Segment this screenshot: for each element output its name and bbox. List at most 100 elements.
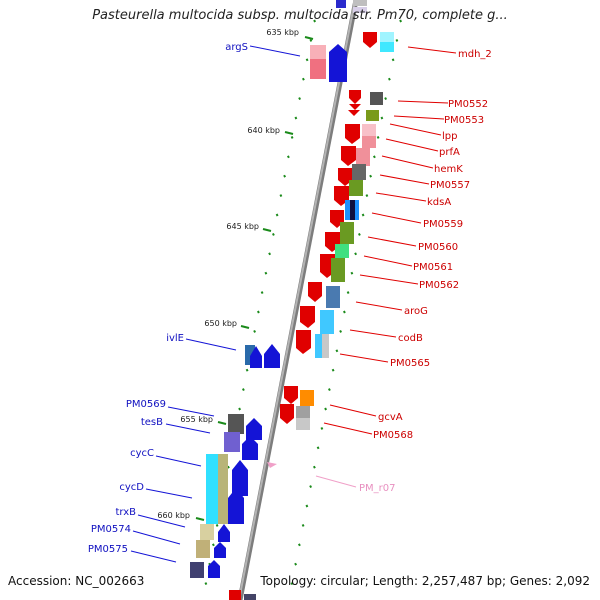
minor-tick	[302, 77, 305, 81]
minor-tick	[204, 582, 208, 586]
genome-backbone	[237, 0, 359, 600]
minor-tick	[358, 232, 361, 236]
minor-tick	[227, 465, 230, 469]
accession-text: Accession: NC_002663	[8, 574, 145, 588]
gene-PM0574	[214, 542, 226, 558]
gene-label: PM0557	[430, 180, 470, 191]
kbp-tick-635: 635 kbp	[266, 28, 314, 40]
minor-tick	[335, 349, 339, 353]
gene-label: argS	[225, 42, 248, 53]
minor-tick	[290, 582, 294, 586]
minor-tick	[275, 213, 279, 217]
kbp-tick-655: 655 kbp	[180, 415, 227, 425]
minor-tick	[253, 329, 256, 333]
gene-label: codB	[398, 333, 423, 344]
minor-tick	[376, 135, 380, 139]
minor-tick	[350, 271, 354, 275]
minor-tick	[290, 135, 294, 139]
minor-tick	[305, 58, 309, 62]
top-partial-features	[336, 0, 367, 13]
gene-label: cycD	[119, 482, 144, 493]
gene-tesB-cog	[224, 432, 240, 452]
gene-label: PM0562	[419, 280, 459, 291]
minor-tick	[257, 310, 260, 314]
gene-label: PM0560	[418, 242, 458, 253]
gene-PM0560-cog	[335, 244, 349, 258]
kbp-tick-label: 645 kbp	[226, 222, 259, 231]
minor-tick	[309, 38, 313, 42]
gene-label: cycC	[130, 448, 154, 459]
minor-tick	[320, 426, 324, 430]
minor-tick	[313, 19, 316, 23]
gene-label: aroG	[404, 306, 428, 317]
gene-label: PM0552	[448, 99, 488, 110]
minor-tick	[301, 523, 305, 527]
minor-tick	[384, 97, 387, 101]
minor-tick	[264, 271, 268, 275]
gene-cycC-cog	[206, 454, 218, 524]
gene-PM0559-cog	[340, 222, 354, 244]
gene-label: mdh_2	[458, 49, 492, 60]
gene-PM0575	[208, 560, 220, 578]
gene-label: PM0565	[390, 358, 430, 369]
minor-tick	[365, 194, 369, 198]
gene-lpp	[345, 124, 360, 144]
gene-label: PM0561	[413, 262, 453, 273]
minor-tick	[328, 388, 331, 392]
minor-tick	[395, 38, 399, 42]
forward-gene-labels: argS ivlE PM0569 tesB cycC cycD trxB PM0…	[88, 42, 248, 555]
gene-aroG	[300, 306, 315, 328]
map-title: Pasteurella multocida subsp. multocida s…	[92, 8, 508, 23]
gene-label: PM0569	[126, 399, 166, 410]
gene-aroG-cog	[326, 286, 340, 308]
kbp-tick-label: 660 kbp	[157, 511, 190, 520]
minor-tick	[373, 155, 376, 159]
gene-PM0552	[349, 90, 361, 104]
rna-PM_r07	[267, 462, 277, 468]
minor-tick	[268, 252, 271, 256]
rna-label: PM_r07	[359, 483, 396, 494]
gene-PM0574-cog	[196, 540, 210, 558]
kbp-tick-label: 650 kbp	[204, 319, 237, 328]
gene-PM0569-cog	[228, 414, 244, 434]
kbp-tick-640: 640 kbp	[247, 126, 294, 135]
gene-PM0562	[308, 282, 322, 302]
gene-cycC	[232, 460, 248, 496]
minor-tick	[272, 232, 275, 236]
minor-tick	[238, 407, 241, 411]
gene-PM0561-cog	[331, 258, 345, 282]
minor-tick	[212, 543, 215, 547]
gene-gcvA-cog	[300, 390, 314, 406]
label-leader-lines	[130, 45, 457, 563]
minor-tick	[331, 368, 335, 372]
forward-strand-genes	[190, 44, 347, 578]
minor-tick	[215, 523, 219, 527]
minor-tick	[380, 116, 384, 120]
kbp-scale: 635 kbp 640 kbp 645 kbp 650 kbp 655 kbp …	[157, 19, 402, 586]
reverse-gene-labels: mdh_2 PM0552 PM0553 lpp prfA hemK PM0557…	[373, 49, 492, 441]
gene-ivlE	[250, 346, 262, 368]
gene-codB	[296, 330, 311, 354]
kbp-tick-label: 655 kbp	[180, 415, 213, 424]
gene-label: kdsA	[427, 197, 451, 208]
gene-cycD	[228, 488, 244, 524]
kbp-tick-660: 660 kbp	[157, 511, 205, 521]
minor-tick	[294, 116, 298, 120]
gene-label: trxB	[115, 507, 136, 518]
gene-label: gcvA	[378, 412, 403, 423]
gene-tesB	[246, 418, 262, 440]
gene-trxB-cog	[200, 524, 214, 540]
minor-tick	[316, 446, 320, 450]
minor-tick	[298, 97, 301, 101]
gene-label: PM0575	[88, 544, 128, 555]
minor-tick	[260, 291, 264, 295]
minor-tick	[313, 465, 316, 469]
reverse-strand-genes	[229, 32, 394, 600]
gene-prfA	[341, 146, 356, 166]
minor-ticks-right	[290, 19, 402, 586]
gene-trxB	[218, 524, 230, 542]
minor-tick	[343, 310, 346, 314]
gene-PM0552-cog	[370, 92, 383, 105]
minor-tick	[391, 58, 395, 62]
